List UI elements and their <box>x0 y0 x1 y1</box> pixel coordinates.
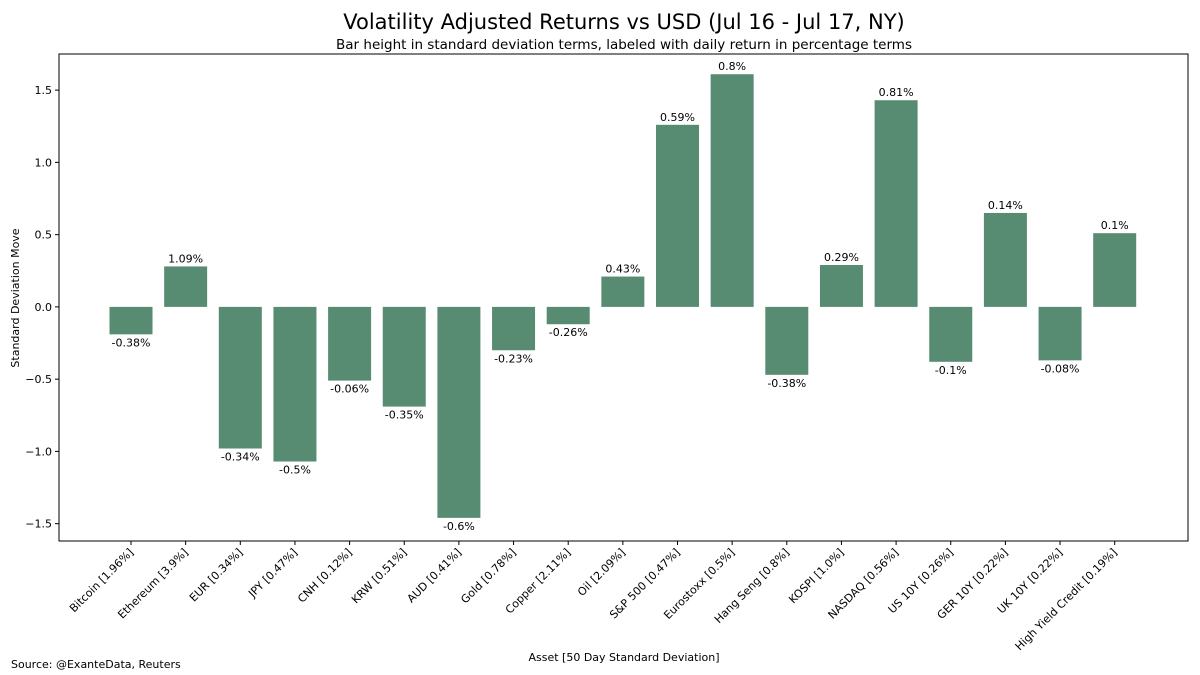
data-labels-layer: -0.38% 1.09% -0.34% -0.5% -0.06% -0.35% -0.6% -… <box>112 60 1129 533</box>
data-label-16: 0.14% <box>988 199 1023 212</box>
bar-12 <box>765 306 809 375</box>
plot-frame <box>58 53 1189 542</box>
y-axis: −1.5 −1.0 −0.5 0.0 0.5 1.0 1.5 <box>25 84 59 531</box>
data-label-18: 0.1% <box>1101 219 1129 232</box>
data-label-11: 0.8% <box>718 60 746 73</box>
x-tick-label-7: Gold [0.78%] <box>458 546 518 606</box>
y-tick-label-5: 1.0 <box>35 156 53 169</box>
data-label-14: 0.81% <box>879 86 914 99</box>
y-axis-title: Standard Deviation Move <box>9 228 22 367</box>
bar-8 <box>546 306 590 325</box>
data-label-8: -0.26% <box>549 326 588 339</box>
bar-10 <box>656 124 699 307</box>
y-tick-label-1: −1.0 <box>25 445 52 458</box>
data-label-0: -0.38% <box>112 336 151 349</box>
bar-2 <box>218 306 262 449</box>
x-tick-label-5: KRW [0.51%] <box>349 546 409 606</box>
x-tick-label-4: CNH [0.12%] <box>295 546 355 606</box>
bar-16 <box>983 212 1027 307</box>
x-tick-label-3: JPY [0.47%] <box>245 546 300 601</box>
data-label-12: -0.38% <box>767 377 806 390</box>
bar-4 <box>328 306 372 381</box>
bar-7 <box>492 306 536 351</box>
x-axis-title: Asset [50 Day Standard Deviation] <box>528 651 719 664</box>
source-note: Source: @ExanteData, Reuters <box>11 658 181 671</box>
x-tick-label-13: KOSPI [1.0%] <box>786 546 846 606</box>
bar-11 <box>710 74 754 307</box>
bar-18 <box>1093 233 1137 307</box>
data-label-3: -0.5% <box>279 464 311 477</box>
bar-3 <box>273 306 317 462</box>
data-label-4: -0.06% <box>330 383 369 396</box>
bar-1 <box>164 266 208 307</box>
y-tick-label-4: 0.5 <box>35 229 53 242</box>
data-label-10: 0.59% <box>660 111 695 124</box>
x-tick-label-6: AUD [0.41%] <box>405 546 464 605</box>
y-tick-label-2: −0.5 <box>25 373 52 386</box>
bar-15 <box>929 306 973 362</box>
bar-9 <box>601 276 645 307</box>
bars-layer <box>109 74 1137 518</box>
data-label-1: 1.09% <box>168 252 203 265</box>
data-label-17: -0.08% <box>1041 362 1080 375</box>
data-label-2: -0.34% <box>221 451 260 464</box>
data-label-15: -0.1% <box>935 364 967 377</box>
bar-13 <box>819 264 863 307</box>
y-tick-label-0: −1.5 <box>25 518 52 531</box>
data-label-6: -0.6% <box>443 520 475 533</box>
data-label-7: -0.23% <box>494 352 533 365</box>
chart-title: Volatility Adjusted Returns vs USD (Jul … <box>343 10 905 34</box>
data-label-5: -0.35% <box>385 409 424 422</box>
bar-5 <box>382 306 426 407</box>
y-tick-label-6: 1.5 <box>35 84 53 97</box>
x-tick-label-18: High Yield Credit [0.19%] <box>1013 546 1120 653</box>
data-label-13: 0.29% <box>824 251 859 264</box>
x-axis: Bitcoin [1.96%]Ethereum [3.9%]EUR [0.34%… <box>67 541 1120 653</box>
x-tick-label-9: Oil [2.09%] <box>575 546 628 599</box>
bar-17 <box>1038 306 1082 361</box>
bar-6 <box>437 306 481 518</box>
chart-subtitle: Bar height in standard deviation terms, … <box>336 37 912 53</box>
y-tick-label-3: 0.0 <box>35 301 53 314</box>
x-tick-label-2: EUR [0.34%] <box>187 546 245 604</box>
bar-0 <box>109 306 153 335</box>
data-label-9: 0.43% <box>605 263 640 276</box>
bar-14 <box>874 100 918 307</box>
